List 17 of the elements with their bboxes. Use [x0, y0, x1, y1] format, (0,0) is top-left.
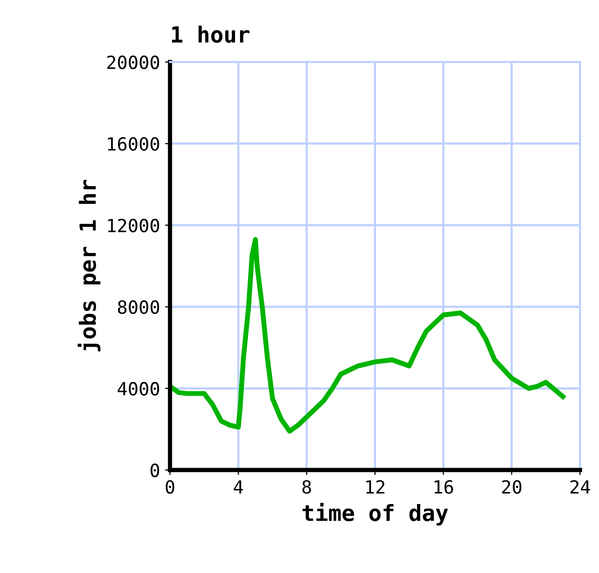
- y-tick-label: 12000: [108, 218, 160, 232]
- x-tick-label: 12: [366, 480, 384, 494]
- y-axis-title: jobs per 1 hr: [78, 180, 100, 352]
- chart-title: 1 hour: [172, 26, 250, 43]
- y-tick-label: 16000: [108, 137, 160, 151]
- line-series: [170, 237, 566, 434]
- x-tick-label: 0: [166, 480, 174, 494]
- x-tick-label: 24: [570, 480, 590, 494]
- x-axis-title: time of day: [302, 502, 448, 526]
- x-tick-label: 20: [502, 480, 522, 494]
- y-tick-label: 0: [150, 464, 160, 478]
- y-tick-label: 8000: [118, 300, 160, 314]
- y-tick-label: 4000: [118, 382, 160, 396]
- x-tick-label: 4: [234, 480, 243, 494]
- x-tick-label: 16: [434, 480, 454, 494]
- x-tick-label: 8: [302, 480, 311, 494]
- y-tick-label: 20000: [107, 56, 160, 70]
